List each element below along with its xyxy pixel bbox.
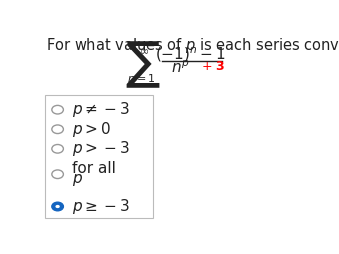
Text: $p \geq -3$: $p \geq -3$ xyxy=(72,197,130,216)
Circle shape xyxy=(52,125,63,134)
FancyBboxPatch shape xyxy=(45,95,153,218)
Text: $\infty$: $\infty$ xyxy=(139,46,148,56)
Text: $(-1)^{n} - 1$: $(-1)^{n} - 1$ xyxy=(156,46,226,64)
Circle shape xyxy=(52,145,63,153)
Text: $p \neq -3$: $p \neq -3$ xyxy=(72,100,130,119)
Text: For what values of $p$ is each series convergent?: For what values of $p$ is each series co… xyxy=(46,36,339,55)
Text: $n = 1$: $n = 1$ xyxy=(126,72,155,84)
Circle shape xyxy=(55,205,60,208)
Circle shape xyxy=(52,170,63,179)
Text: $p > -3$: $p > -3$ xyxy=(72,139,130,158)
Text: $+\ \mathbf{3}$: $+\ \mathbf{3}$ xyxy=(201,60,225,73)
Text: $\sum$: $\sum$ xyxy=(124,39,160,90)
Text: $n^{p}$: $n^{p}$ xyxy=(171,60,190,76)
Circle shape xyxy=(52,202,63,211)
Text: $p > 0$: $p > 0$ xyxy=(72,120,111,139)
Text: $p$: $p$ xyxy=(72,172,83,188)
Text: for all: for all xyxy=(72,161,116,176)
Circle shape xyxy=(52,105,63,114)
